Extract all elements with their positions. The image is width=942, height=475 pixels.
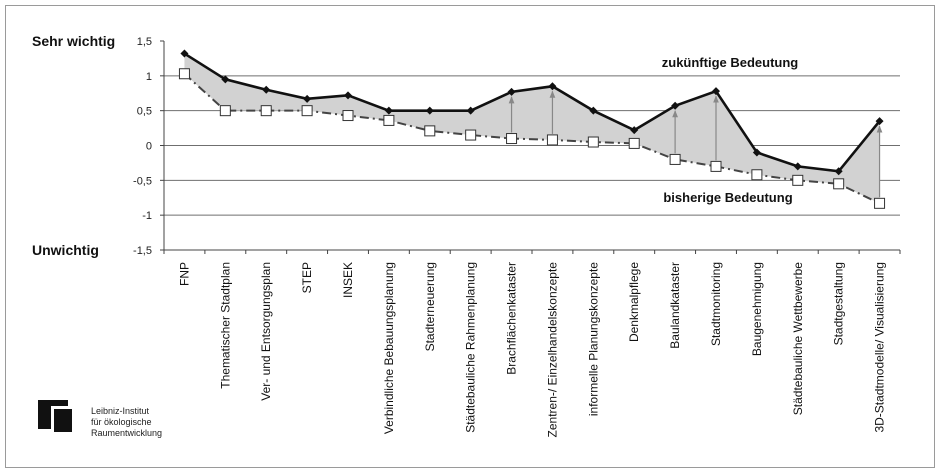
x-tick-label: Stadterneuerung: [423, 262, 437, 351]
x-tick-label: Städtebauliche Rahmenplanung: [464, 262, 478, 433]
point-bisherige: [178, 68, 190, 80]
point-bisherige: [506, 133, 518, 145]
x-tick-label: Denkmalpflege: [627, 262, 641, 342]
point-zukuenftige: [630, 126, 639, 135]
point-zukuenftige: [875, 117, 884, 126]
point-bisherige: [424, 125, 436, 137]
x-tick-label: Stadtmonitoring: [709, 262, 723, 346]
point-bisherige: [792, 174, 804, 186]
point-bisherige: [219, 105, 231, 117]
point-bisherige: [383, 114, 395, 126]
x-tick-label: INSEK: [341, 262, 355, 298]
point-zukuenftige: [221, 75, 230, 84]
series-label-zukuenftige: zukünftige Bedeutung: [662, 55, 799, 70]
point-bisherige: [669, 153, 681, 165]
point-bisherige: [751, 169, 763, 181]
point-bisherige: [342, 110, 354, 122]
logo-text-line1: Leibniz-Institut: [91, 406, 150, 416]
x-tick-label: Städtebauliche Wettbewerbe: [791, 262, 805, 416]
x-tick-label: Stadtgestaltung: [832, 262, 846, 345]
y-tick-label: 1: [146, 71, 152, 83]
point-zukuenftige: [793, 162, 802, 171]
x-tick-label: Brachflächenkataster: [505, 262, 519, 375]
point-zukuenftige: [344, 91, 352, 100]
x-tick-label: FNP: [177, 262, 191, 286]
series-label-bisherige: bisherige Bedeutung: [663, 190, 792, 205]
x-tick-label: informelle Planungskonzepte: [586, 262, 600, 416]
point-zukuenftige: [589, 106, 598, 115]
chart-frame: [5, 5, 935, 468]
gap-area: [184, 53, 880, 204]
point-zukuenftige: [262, 85, 271, 94]
point-zukuenftige: [466, 106, 475, 115]
x-tick-label: Ver- und Entsorgungsplan: [259, 262, 273, 401]
ioer-logo-icon: [38, 400, 74, 434]
point-zukuenftige: [548, 82, 557, 91]
point-zukuenftige: [712, 87, 720, 96]
x-tick-label: Verbindliche Bebauungsplanung: [382, 262, 396, 434]
x-tick-label: 3D-Stadtmodelle/ Visualisierung: [873, 262, 887, 433]
y-tick-label: -1: [142, 210, 152, 222]
y-tick-label: 0,5: [137, 106, 152, 118]
point-bisherige: [833, 178, 845, 190]
point-zukuenftige: [303, 94, 312, 103]
series-line-bisherige: [183, 73, 880, 205]
point-bisherige: [301, 105, 313, 117]
point-zukuenftige: [671, 101, 680, 110]
x-tick-label: Baulandkataster: [668, 262, 682, 349]
x-tick-label: Zentren-/ Einzelhandelskonzepte: [545, 262, 559, 438]
series-line-zukuenftige: [183, 52, 881, 173]
x-tick-label: Baugenehmigung: [750, 262, 764, 356]
y-tick-label: -1,5: [133, 245, 152, 257]
y-label-top: Sehr wichtig: [32, 33, 115, 49]
point-zukuenftige: [425, 106, 434, 115]
point-zukuenftige: [834, 167, 843, 176]
point-zukuenftige: [384, 106, 393, 115]
point-bisherige: [546, 134, 558, 146]
point-bisherige: [710, 160, 722, 172]
point-bisherige: [465, 129, 477, 141]
point-bisherige: [260, 105, 272, 117]
x-tick-label: Thematischer Stadtplan: [218, 262, 232, 389]
logo-text-line3: Raumentwicklung: [91, 428, 163, 438]
logo-text-line2: für ökologische: [91, 417, 152, 427]
point-zukuenftige: [507, 87, 516, 96]
y-tick-label: -0,5: [133, 175, 152, 187]
point-zukuenftige: [180, 49, 189, 58]
y-label-bottom: Unwichtig: [32, 242, 99, 258]
y-tick-label: 0: [146, 141, 152, 153]
point-zukuenftige: [752, 148, 761, 157]
y-tick-label: 1,5: [137, 36, 152, 48]
point-bisherige: [874, 197, 886, 209]
point-bisherige: [628, 137, 640, 149]
x-tick-label: STEP: [300, 262, 314, 293]
point-bisherige: [587, 136, 599, 148]
